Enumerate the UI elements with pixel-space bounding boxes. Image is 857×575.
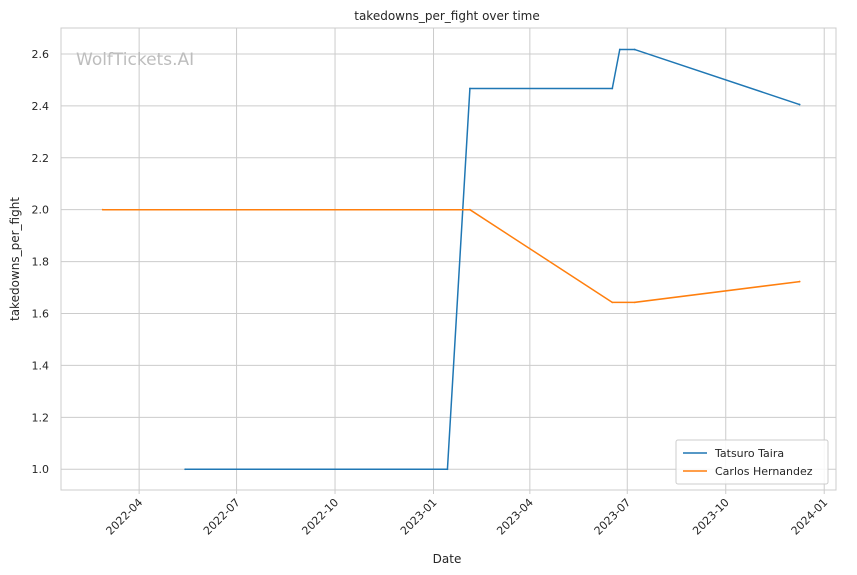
x-tick-label: 2023-10 — [690, 496, 732, 538]
data-point-carlos-hernandez — [469, 208, 471, 211]
x-tick-label: 2023-07 — [592, 496, 634, 538]
legend: Tatsuro Taira Carlos Hernandez — [675, 439, 829, 485]
x-axis-ticks: 2022-04 2022-07 2022-10 2023-01 2023-04 2023-… — [104, 490, 831, 538]
x-tick-label: 2024-01 — [789, 496, 831, 538]
data-point-carlos-hernandez — [798, 280, 801, 283]
data-point-carlos-hernandez — [101, 208, 104, 211]
y-axis-label: takedowns_per_fight — [8, 197, 22, 321]
y-tick-label: 2.6 — [32, 48, 50, 61]
watermark: WolfTickets.AI — [76, 50, 194, 70]
grid — [61, 28, 836, 490]
x-tick-label: 2023-04 — [494, 496, 536, 538]
data-point-tatsuro-taira — [611, 87, 614, 90]
y-tick-label: 1.6 — [32, 308, 50, 321]
data-point-tatsuro-taira — [446, 468, 449, 471]
x-tick-label: 2022-07 — [201, 496, 243, 538]
y-tick-label: 1.8 — [32, 256, 50, 269]
y-tick-label: 2.2 — [32, 152, 50, 165]
x-tick-label: 2022-10 — [299, 496, 341, 538]
x-tick-label: 2023-01 — [398, 496, 440, 538]
legend-box — [675, 439, 829, 485]
series-line-carlos-hernandez — [102, 208, 800, 304]
data-point-carlos-hernandez — [611, 301, 614, 304]
legend-label-tatsuro-taira: Tatsuro Taira — [714, 447, 784, 460]
series-layer — [101, 48, 801, 471]
y-axis-ticks: 1.0 1.2 1.4 1.6 1.8 2.0 2.2 2.4 2.6 — [32, 48, 50, 476]
y-tick-label: 2.4 — [32, 100, 50, 113]
x-tick-label: 2022-04 — [104, 496, 146, 538]
data-point-tatsuro-taira — [184, 468, 187, 471]
data-point-carlos-hernandez — [633, 301, 636, 304]
y-tick-label: 1.2 — [32, 411, 50, 424]
y-tick-label: 1.4 — [32, 359, 50, 372]
data-point-tatsuro-taira — [798, 103, 801, 106]
chart-title: takedowns_per_fight over time — [354, 9, 540, 23]
plot-frame — [60, 27, 837, 491]
legend-label-carlos-hernandez: Carlos Hernandez — [715, 465, 813, 478]
y-tick-label: 1.0 — [32, 463, 50, 476]
series-line-tatsuro-taira — [185, 48, 800, 470]
x-axis-label: Date — [433, 552, 462, 566]
y-tick-label: 2.0 — [32, 204, 50, 217]
data-point-tatsuro-taira — [618, 48, 621, 51]
data-point-tatsuro-taira — [469, 87, 471, 90]
data-point-tatsuro-taira — [633, 48, 636, 51]
